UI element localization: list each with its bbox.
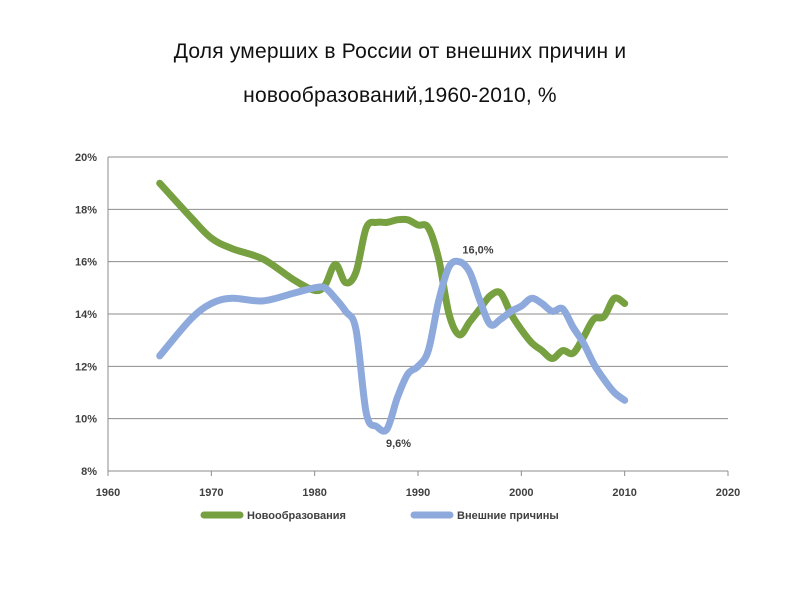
chart-title-line-2: новообразований,1960-2010, % [243,84,557,107]
x-tick-label: 2010 [612,487,636,499]
annotations: 16,0% 9,6% [386,245,494,450]
data-label: 16,0% [462,245,493,257]
legend: Новообразования Внешние причины [200,510,559,522]
x-tick-label: 1960 [96,487,120,499]
x-tick-label: 1980 [302,487,326,499]
x-tick-label: 1990 [406,487,430,499]
y-tick-label: 8% [81,466,97,478]
y-tick-label: 14% [75,309,97,321]
y-tick-label: 10% [75,414,97,426]
y-tick-label: 16% [75,257,97,269]
series-line-external-causes [156,257,629,435]
y-tick-label: 12% [75,361,97,373]
chart-title: Доля умерших в России от внешних причин … [0,30,800,118]
axes: 8% 10% 12% 14% 16% 18% 20% 1960 1970 1980 1990 2000… [75,152,740,499]
data-label: 9,6% [386,438,411,450]
series-lines [156,179,629,435]
grid-lines [108,156,728,420]
y-tick-label: 18% [75,204,97,216]
y-tick-label: 20% [75,152,97,164]
legend-label: Внешние причины [457,510,559,522]
x-tick-label: 1970 [199,487,223,499]
legend-label: Новообразования [247,510,346,522]
x-tick-label: 2000 [509,487,533,499]
chart-title-line-1: Доля умерших в России от внешних причин … [173,40,627,63]
x-tick-label: 2020 [716,487,740,499]
